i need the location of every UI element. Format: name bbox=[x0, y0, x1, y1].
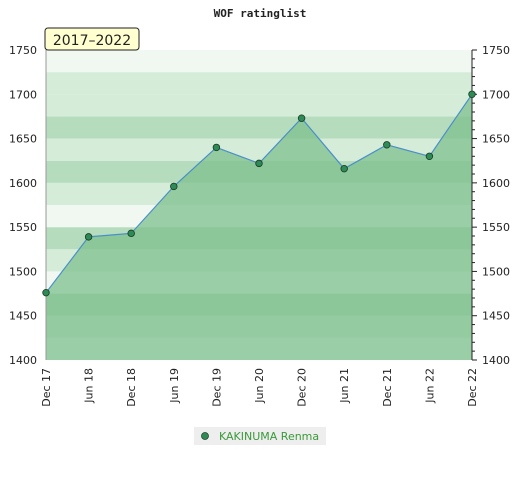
x-tick-label: Jun 21 bbox=[338, 368, 351, 404]
y-tick-label-right: 1700 bbox=[482, 88, 510, 101]
marker-layer bbox=[42, 90, 476, 297]
x-tick-label: Jun 22 bbox=[423, 368, 436, 404]
data-point bbox=[340, 164, 348, 173]
data-point bbox=[42, 288, 50, 297]
y-tick-label-right: 1750 bbox=[482, 44, 510, 57]
y-tick-label-left: 1500 bbox=[9, 265, 37, 278]
x-tick-label: Dec 20 bbox=[296, 368, 309, 407]
data-point bbox=[255, 159, 263, 168]
data-point bbox=[468, 90, 476, 98]
y-tick-label-right: 1600 bbox=[482, 177, 510, 190]
data-point bbox=[212, 143, 221, 152]
y-tick-label-right: 1650 bbox=[482, 133, 510, 146]
y-tick-label-left: 1750 bbox=[9, 44, 37, 57]
y-tick-label-left: 1600 bbox=[9, 177, 37, 190]
x-tick-label: Jun 18 bbox=[83, 368, 96, 404]
y-tick-label-right: 1500 bbox=[482, 265, 510, 278]
legend-label: KAKINUMA Renma bbox=[219, 430, 319, 443]
range-label-box: 2017–2022 bbox=[44, 27, 140, 51]
range-label: 2017–2022 bbox=[53, 33, 131, 49]
data-point bbox=[425, 152, 434, 160]
band bbox=[46, 138, 472, 161]
y-tick-label-left: 1650 bbox=[9, 133, 37, 146]
x-tick-label: Dec 22 bbox=[466, 368, 479, 407]
x-tick-label: Dec 18 bbox=[125, 368, 138, 407]
y-tick-label-left: 1400 bbox=[9, 354, 37, 367]
series-area bbox=[46, 94, 472, 361]
chart-title: WOF ratinglist bbox=[214, 7, 307, 20]
data-point bbox=[84, 233, 93, 241]
band bbox=[46, 94, 472, 117]
y-tick-label-right: 1400 bbox=[482, 354, 510, 367]
y-tick-label-right: 1550 bbox=[482, 221, 510, 234]
y-tick-label-left: 1550 bbox=[9, 221, 37, 234]
band bbox=[46, 116, 472, 139]
data-point bbox=[297, 114, 306, 122]
x-tick-label: Jun 19 bbox=[168, 368, 181, 404]
band bbox=[46, 50, 472, 73]
y-tick-label-right: 1450 bbox=[482, 310, 510, 323]
y-tick-label-left: 1700 bbox=[9, 88, 37, 101]
data-point bbox=[170, 182, 178, 191]
x-tick-label: Jun 20 bbox=[253, 368, 266, 404]
x-tick-label: Dec 21 bbox=[381, 368, 394, 407]
y-tick-label-left: 1450 bbox=[9, 310, 37, 323]
x-tick-label: Dec 19 bbox=[210, 368, 223, 407]
data-point bbox=[383, 141, 391, 149]
legend: KAKINUMA Renma bbox=[194, 427, 326, 445]
data-point bbox=[127, 229, 135, 238]
legend-marker bbox=[201, 432, 209, 440]
x-tick-label: Dec 17 bbox=[40, 368, 53, 407]
band bbox=[46, 72, 472, 95]
axes: 1400 1400 1450 1450 1500 1500 1550 1550 1600 1600… bbox=[9, 44, 510, 407]
